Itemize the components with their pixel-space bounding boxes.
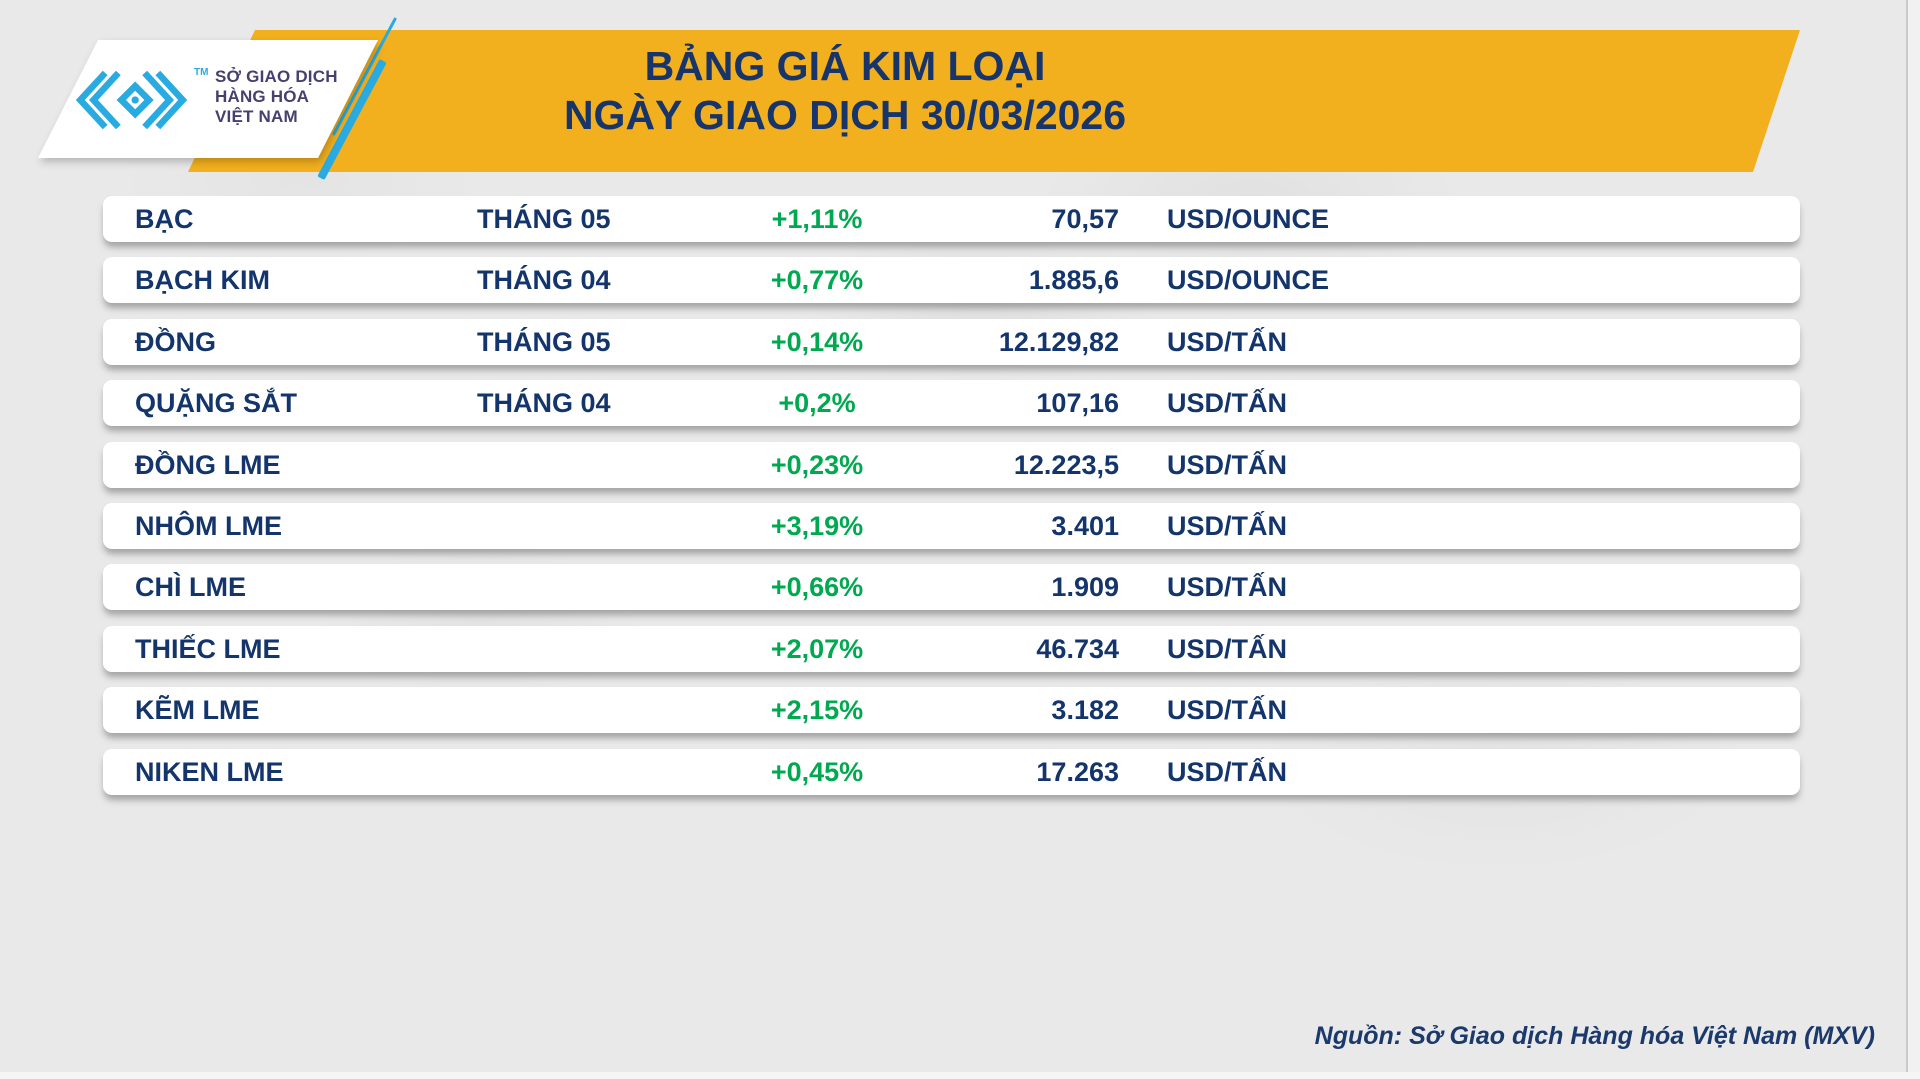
- price-value: 3.401: [1051, 510, 1119, 541]
- contract-month: THÁNG 04: [477, 264, 611, 295]
- price-value: 1.885,6: [1028, 264, 1119, 295]
- price-unit: USD/OUNCE: [1167, 264, 1330, 295]
- price-value: 12.223,5: [1013, 449, 1119, 480]
- change-percent: +0,2%: [778, 387, 856, 418]
- change-percent: +1,11%: [771, 203, 863, 234]
- org-name-line-1: SỞ GIAO DỊCH: [215, 67, 338, 86]
- change-percent: +0,45%: [770, 756, 864, 787]
- trademark-label: TM: [194, 67, 209, 78]
- bottom-edge-strip: [0, 1072, 1920, 1079]
- table-row: ĐỒNG LME +0,23% 12.223,5 USD/TẤN: [103, 442, 1800, 488]
- commodity-name: ĐỒNG: [135, 326, 216, 357]
- commodity-name: NHÔM LME: [135, 510, 282, 541]
- change-percent: +0,23%: [770, 449, 864, 480]
- logo-card: TM SỞ GIAO DỊCH HÀNG HÓA VIỆT NAM: [38, 40, 378, 158]
- table-row: THIẾC LME +2,07% 46.734 USD/TẤN: [103, 626, 1800, 672]
- table-row: QUẶNG SẮT THÁNG 04 +0,2% 107,16 USD/TẤN: [103, 380, 1800, 426]
- price-unit: USD/OUNCE: [1167, 203, 1330, 234]
- commodity-name: CHÌ LME: [135, 571, 246, 602]
- price-value: 12.129,82: [998, 326, 1119, 357]
- commodity-name: BẠC: [135, 203, 194, 234]
- table-row: KẼM LME +2,15% 3.182 USD/TẤN: [103, 687, 1800, 733]
- commodity-name: NIKEN LME: [135, 756, 284, 787]
- contract-month: THÁNG 04: [477, 387, 611, 418]
- table-row: BẠCH KIM THÁNG 04 +0,77% 1.885,6 USD/OUN…: [103, 257, 1800, 303]
- commodity-name: BẠCH KIM: [135, 264, 270, 295]
- price-value: 70,57: [1051, 203, 1119, 234]
- title-line-2: NGÀY GIAO DỊCH 30/03/2026: [563, 92, 1127, 138]
- price-unit: USD/TẤN: [1167, 449, 1287, 480]
- price-value: 46.734: [1036, 633, 1119, 664]
- title-line-1: BẢNG GIÁ KIM LOẠI: [644, 43, 1046, 89]
- price-unit: USD/TẤN: [1167, 510, 1287, 541]
- contract-month: THÁNG 05: [477, 203, 611, 234]
- price-value: 107,16: [1036, 387, 1119, 418]
- table-row: CHÌ LME +0,66% 1.909 USD/TẤN: [103, 564, 1800, 610]
- price-unit: USD/TẤN: [1167, 571, 1287, 602]
- table-row: ĐỒNG THÁNG 05 +0,14% 12.129,82 USD/TẤN: [103, 319, 1800, 365]
- price-unit: USD/TẤN: [1167, 633, 1287, 664]
- change-percent: +2,15%: [770, 694, 864, 725]
- price-value: 1.909: [1051, 571, 1119, 602]
- change-percent: +0,66%: [770, 571, 864, 602]
- commodity-name: THIẾC LME: [135, 633, 281, 664]
- price-unit: USD/TẤN: [1167, 387, 1287, 418]
- commodity-name: KẼM LME: [135, 694, 260, 725]
- page-title: BẢNG GIÁ KIM LOẠI NGÀY GIAO DỊCH 30/03/2…: [260, 42, 1430, 140]
- mxv-logo-icon: [75, 70, 188, 130]
- change-percent: +3,19%: [770, 510, 864, 541]
- org-name-line-2: HÀNG HÓA: [215, 87, 310, 106]
- commodity-name: QUẶNG SẮT: [135, 387, 297, 418]
- org-name: SỞ GIAO DỊCH HÀNG HÓA VIỆT NAM: [215, 67, 338, 127]
- change-percent: +0,77%: [770, 264, 864, 295]
- table-row: BẠC THÁNG 05 +1,11% 70,57 USD/OUNCE: [103, 196, 1800, 242]
- price-value: 3.182: [1051, 694, 1119, 725]
- contract-month: THÁNG 05: [477, 326, 611, 357]
- price-unit: USD/TẤN: [1167, 326, 1287, 357]
- source-note: Nguồn: Sở Giao dịch Hàng hóa Việt Nam (M…: [1314, 1022, 1875, 1050]
- commodity-name: ĐỒNG LME: [135, 449, 281, 480]
- org-name-line-3: VIỆT NAM: [215, 107, 298, 126]
- price-unit: USD/TẤN: [1167, 756, 1287, 787]
- change-percent: +2,07%: [770, 633, 864, 664]
- table-row: NIKEN LME +0,45% 17.263 USD/TẤN: [103, 749, 1800, 795]
- price-unit: USD/TẤN: [1167, 694, 1287, 725]
- change-percent: +0,14%: [770, 326, 864, 357]
- price-value: 17.263: [1036, 756, 1119, 787]
- right-edge-strip: [1908, 0, 1920, 1079]
- table-row: NHÔM LME +3,19% 3.401 USD/TẤN: [103, 503, 1800, 549]
